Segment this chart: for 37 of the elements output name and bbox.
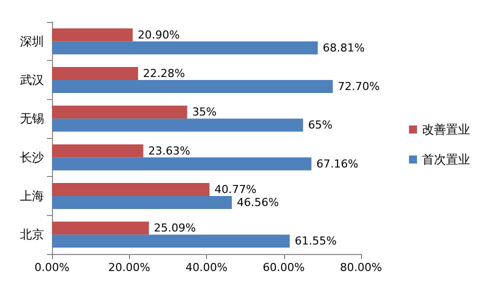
data-label: 68.81% (322, 41, 365, 54)
x-tick-label: 60.00% (262, 261, 305, 274)
x-tick-label: 0.00% (34, 261, 70, 274)
y-tick-label: 深圳 (20, 34, 44, 48)
legend-label: 首次置业 (422, 152, 470, 166)
data-label: 61.55% (294, 234, 337, 248)
bar (52, 144, 144, 158)
data-label: 46.56% (236, 196, 279, 209)
bar (52, 41, 318, 54)
data-label: 20.90% (138, 28, 180, 42)
bar (52, 222, 149, 235)
y-tick-label: 长沙 (20, 150, 44, 164)
x-tick-label: 20.00% (108, 261, 150, 274)
y-tick-label: 上海 (20, 189, 44, 203)
data-label: 65% (308, 118, 333, 132)
bar (52, 106, 188, 119)
bar (52, 118, 304, 132)
data-label: 72.70% (338, 80, 380, 93)
bar (52, 183, 210, 196)
legend-label: 改善置业 (422, 122, 470, 136)
x-tick-label: 80.00% (340, 261, 382, 274)
bar (52, 28, 133, 42)
data-label: 22.28% (143, 67, 186, 80)
y-tick-label: 北京 (20, 228, 44, 242)
data-label: 23.63% (148, 144, 190, 158)
bar (52, 196, 232, 209)
y-tick-label: 武汉 (20, 73, 44, 87)
bar (52, 80, 333, 93)
x-tick-label: 40.00% (186, 261, 228, 274)
data-label: 67.16% (316, 157, 358, 170)
data-label: 40.77% (214, 183, 256, 196)
bar (52, 67, 138, 80)
bar (52, 157, 312, 170)
data-label: 35% (192, 106, 217, 119)
data-label: 25.09% (154, 222, 196, 235)
bar (52, 234, 290, 248)
y-tick-label: 无锡 (20, 112, 44, 126)
